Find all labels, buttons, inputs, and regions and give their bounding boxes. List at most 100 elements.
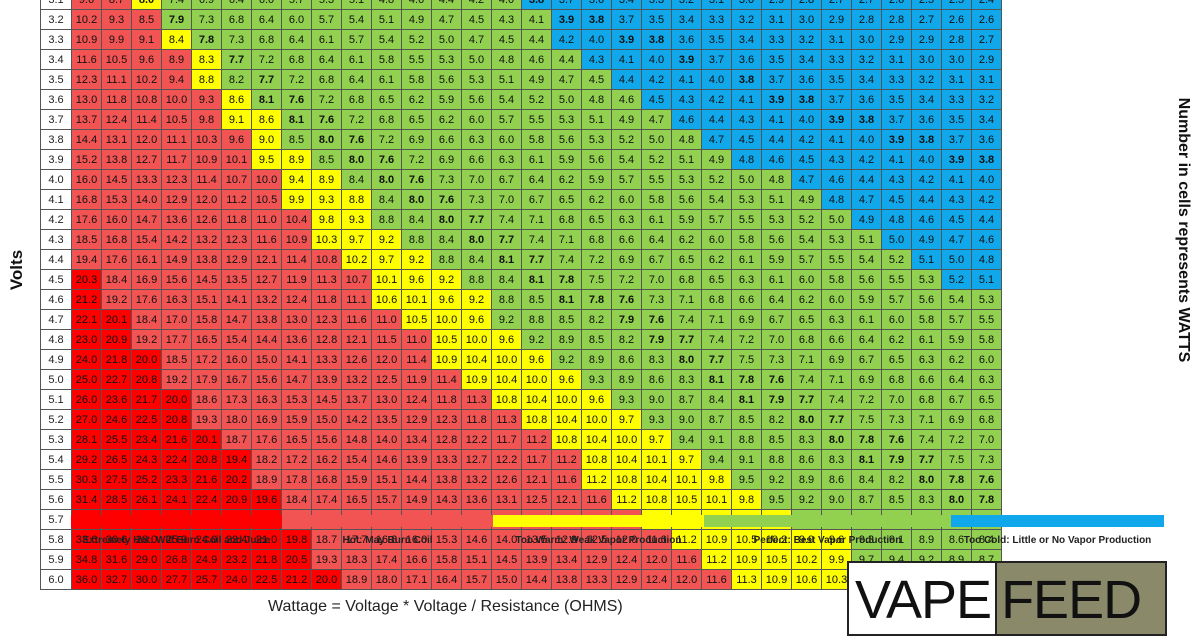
logo-feed: FEED — [995, 563, 1165, 634]
watt-cell: 6.8 — [971, 409, 1002, 430]
watt-cell: 19.4 — [71, 249, 102, 270]
watt-cell: 17.1 — [401, 569, 432, 590]
watt-cell: 10.5 — [101, 49, 132, 70]
watt-cell: 13.0 — [371, 389, 402, 410]
watt-cell: 8.0 — [401, 189, 432, 210]
watt-cell: 12.6 — [191, 209, 222, 230]
watt-cell: 14.0 — [491, 529, 522, 550]
legend-label-pink: Hot: May Burn Coil — [342, 535, 433, 546]
watt-cell: 15.3 — [101, 189, 132, 210]
watt-cell: 31.6 — [101, 549, 132, 570]
watt-cell: 3.9 — [671, 49, 702, 70]
watt-cell: 15.7 — [371, 489, 402, 510]
watt-cell: 28.1 — [71, 429, 102, 450]
watt-cell: 9.6 — [461, 309, 492, 330]
watt-cell: 13.9 — [401, 449, 432, 470]
watt-cell: 6.2 — [881, 329, 912, 350]
watt-cell: 11.1 — [161, 129, 192, 150]
watt-cell: 3.8 — [971, 149, 1002, 170]
watt-cell: 6.0 — [461, 109, 492, 130]
watt-cell: 10.9 — [431, 349, 462, 370]
legend-swatch-yellow — [493, 515, 704, 527]
table-row: 4.0 16.0 14.5 13.3 12.3 11.4 10.7 10.0 9.4 8.9 8.4… — [40, 169, 1002, 190]
watt-cell: 11.7 — [161, 149, 192, 170]
watt-cell: 10.5 — [251, 189, 282, 210]
watt-cell: 5.1 — [851, 229, 882, 250]
watt-cell: 3.5 — [641, 9, 672, 30]
watt-cell: 7.6 — [611, 289, 642, 310]
watt-cell: 15.8 — [431, 549, 462, 570]
watt-cell: 5.2 — [521, 89, 552, 110]
table-row: 5.1 26.0 23.6 21.7 20.0 18.6 17.3 16.3 15.3 14.5 1… — [40, 389, 1002, 410]
watt-cell: 7.7 — [461, 209, 492, 230]
watt-cell: 6.3 — [821, 309, 852, 330]
watt-cell: 5.1 — [581, 109, 612, 130]
watt-cell: 3.9 — [761, 89, 792, 110]
watt-cell: 7.3 — [971, 449, 1002, 470]
watt-cell: 20.0 — [311, 569, 342, 590]
table-row: 5.0 25.0 22.7 20.8 19.2 17.9 16.7 15.6 14.7 13.9 1… — [40, 369, 1002, 390]
watt-cell: 7.9 — [161, 9, 192, 30]
watt-cell: 20.9 — [101, 329, 132, 350]
watt-cell: 7.0 — [881, 389, 912, 410]
watt-cell: 21.2 — [71, 289, 102, 310]
watt-cell: 6.0 — [611, 189, 642, 210]
watt-cell: 22.5 — [251, 569, 282, 590]
watt-cell: 3.8 — [911, 129, 942, 150]
table-row: 3.19.68.78.07.46.96.46.05.75.35.14.84.64… — [40, 0, 1002, 10]
watt-cell: 4.5 — [881, 189, 912, 210]
watt-cell: 8.5 — [281, 129, 312, 150]
watt-cell: 17.6 — [71, 209, 102, 230]
watt-cell: 7.6 — [641, 309, 672, 330]
watt-cell: 5.7 — [941, 309, 972, 330]
watt-cell: 26.8 — [161, 549, 192, 570]
watt-cell: 14.1 — [221, 289, 252, 310]
watt-cell: 7.3 — [461, 189, 492, 210]
watt-cell: 15.6 — [251, 369, 282, 390]
watt-cell: 9.7 — [641, 429, 672, 450]
watt-cell: 11.7 — [521, 449, 552, 470]
volt-label: 3.6 — [40, 89, 72, 110]
watt-cell: 12.2 — [491, 449, 522, 470]
watt-cell: 4.3 — [491, 9, 522, 30]
watt-cell: 11.2 — [551, 449, 582, 470]
watt-cell: 12.0 — [671, 569, 702, 590]
watt-cell: 6.1 — [341, 49, 372, 70]
watt-cell: 8.0 — [341, 149, 372, 170]
watt-cell: 24.6 — [101, 409, 132, 430]
watt-cell: 7.2 — [341, 109, 372, 130]
watt-cell: 10.8 — [311, 249, 342, 270]
watt-cell: 12.9 — [401, 409, 432, 430]
watt-cell: 3.1 — [821, 29, 852, 50]
watt-cell: 10.1 — [641, 449, 672, 470]
watt-cell: 10.9 — [761, 569, 792, 590]
watt-cell: 5.6 — [671, 189, 702, 210]
watt-cell: 10.3 — [191, 129, 222, 150]
watt-cell: 20.5 — [281, 549, 312, 570]
watt-cell: 9.1 — [131, 29, 162, 50]
table-row: 3.6 13.0 11.8 10.8 10.0 9.3 8.6 8.1 7.6 7.2 6.8 6.5… — [40, 89, 1002, 110]
watt-cell: 21.8 — [101, 349, 132, 370]
legend-label-red: Extremely Hot: Will Burn Coil and Juice — [82, 535, 271, 546]
watt-cell: 10.4 — [491, 369, 522, 390]
watt-cell: 8.8 — [371, 209, 402, 230]
watt-cell: 14.5 — [191, 269, 222, 290]
logo-vape: VAPE — [849, 563, 996, 634]
watt-cell: 15.4 — [131, 229, 162, 250]
watt-cell: 6.4 — [341, 69, 372, 90]
watt-cell: 5.4 — [341, 9, 372, 30]
watt-cell: 4.7 — [641, 109, 672, 130]
watt-cell: 6.4 — [221, 0, 252, 10]
watt-cell: 15.0 — [311, 409, 342, 430]
watt-cell: 13.2 — [251, 289, 282, 310]
watt-cell: 15.1 — [191, 289, 222, 310]
watt-cell: 13.7 — [341, 389, 372, 410]
watt-cell: 8.8 — [731, 429, 762, 450]
watt-cell: 8.5 — [581, 329, 612, 350]
watt-cell: 2.7 — [971, 29, 1002, 50]
watt-cell: 4.8 — [491, 49, 522, 70]
watt-cell: 6.2 — [431, 109, 462, 130]
watt-cell: 8.1 — [851, 449, 882, 470]
watt-cell: 4.6 — [761, 149, 792, 170]
watt-cell: 3.6 — [971, 129, 1002, 150]
